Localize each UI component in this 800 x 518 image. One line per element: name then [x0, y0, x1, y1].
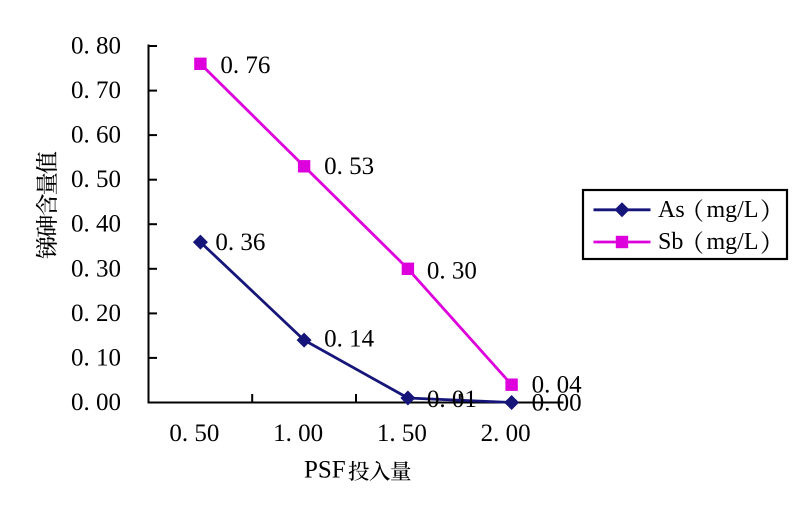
svg-text:0. 60: 0. 60 [71, 122, 121, 149]
svg-text:0. 14: 0. 14 [324, 325, 375, 352]
svg-text:0. 10: 0. 10 [71, 344, 121, 371]
svg-text:mg/L: mg/L [707, 229, 759, 255]
svg-text:0. 76: 0. 76 [220, 52, 270, 79]
svg-text:0. 80: 0. 80 [71, 33, 121, 60]
svg-text:0. 20: 0. 20 [71, 300, 121, 327]
svg-text:0. 04: 0. 04 [532, 372, 583, 399]
svg-text:0. 50: 0. 50 [169, 420, 219, 447]
svg-text:PSF: PSF [304, 457, 346, 484]
svg-text:0. 00: 0. 00 [532, 389, 582, 416]
svg-text:0. 01: 0. 01 [427, 386, 477, 413]
svg-text:0. 70: 0. 70 [71, 77, 121, 104]
svg-text:0. 30: 0. 30 [71, 255, 121, 282]
svg-text:Sb: Sb [658, 229, 683, 255]
svg-text:0. 36: 0. 36 [215, 229, 265, 256]
svg-text:mg/L: mg/L [707, 197, 759, 223]
svg-text:0. 00: 0. 00 [71, 389, 121, 416]
svg-text:1. 50: 1. 50 [377, 420, 427, 447]
svg-text:As: As [658, 197, 685, 223]
svg-text:2. 00: 2. 00 [481, 420, 531, 447]
svg-text:0. 50: 0. 50 [71, 166, 121, 193]
svg-text:0. 40: 0. 40 [71, 211, 121, 238]
svg-text:1. 00: 1. 00 [273, 420, 323, 447]
svg-text:0. 53: 0. 53 [324, 153, 374, 180]
svg-text:0. 30: 0. 30 [427, 257, 477, 284]
